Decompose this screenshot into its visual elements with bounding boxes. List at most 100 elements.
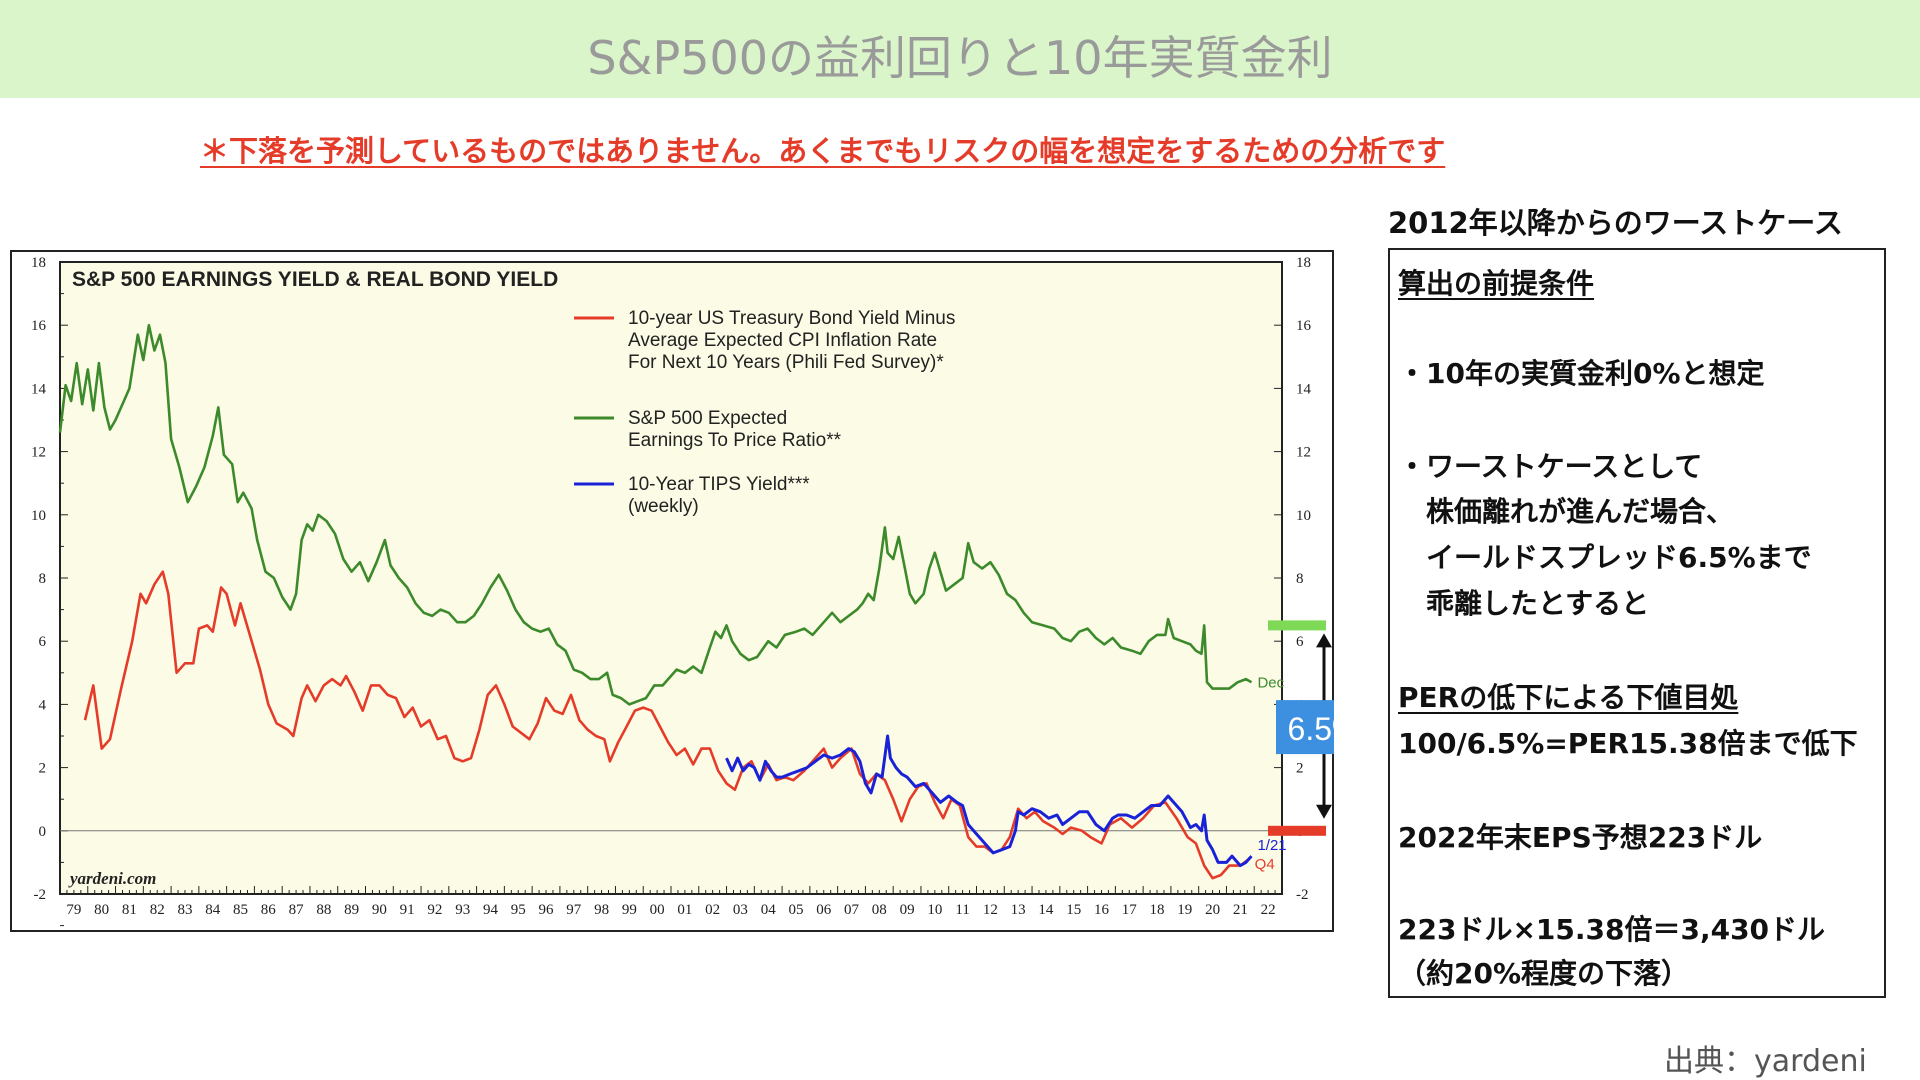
y-tick-label-right: 14 [1296,381,1312,397]
legend-label: Average Expected CPI Inflation Rate [628,330,937,351]
x-tick-label: 94 [483,902,499,918]
chart-title: S&P 500 EARNINGS YIELD & REAL BOND YIELD [72,268,558,291]
x-tick-label: 12 [983,902,998,918]
spread-label: 6.5% [1288,711,1334,747]
x-tick-label: 90 [372,902,387,918]
y-tick-label-left: -2 [34,887,47,903]
calc-line: 100/6.5%=PER15.38倍まで低下 [1398,727,1858,760]
x-tick-label: 02 [705,902,720,918]
end-label-red: Q4 [1255,856,1275,873]
plot-background [59,261,1283,895]
y-tick-label-right: 12 [1296,445,1311,461]
source-credit: 出典：yardeni [1664,1044,1867,1079]
y-tick-label-right: 2 [1296,761,1304,777]
x-tick-label: 19 [1177,902,1192,918]
y-tick-label-right: 6 [1296,634,1304,650]
x-tick-label: 04 [761,902,777,918]
legend-label: For Next 10 Years (Phili Fed Survey)* [628,352,944,373]
upper-marker [1268,620,1326,631]
y-tick-label-left: 14 [31,381,47,397]
x-tick-label: 95 [511,902,526,918]
y-tick-label-right: 8 [1296,571,1304,587]
legend-label: S&P 500 Expected [628,408,787,429]
x-tick-label: 16 [1094,902,1110,918]
assumptions-heading: 算出の前提条件 [1398,267,1595,300]
series-layer [58,323,1253,880]
legend-label: 10-year US Treasury Bond Yield Minus [628,308,955,329]
y-tick-label-left: 8 [39,571,47,587]
x-tick-label: 81 [122,902,137,918]
y-tick-label-left: 4 [39,697,47,713]
x-tick-label: 82 [150,902,165,918]
y-tick-label-left: 10 [31,508,46,524]
x-tick-label: 79 [66,902,81,918]
x-tick-label: 01 [677,902,692,918]
x-tick-label: 21 [1233,902,1248,918]
y-tick-label-left: 6 [39,634,47,650]
title-bar: S&P500の益利回りと10年実質金利 [0,0,1920,98]
x-tick-label: 84 [205,902,221,918]
x-tick-label: 83 [177,902,192,918]
x-tick-label: 87 [289,902,305,918]
x-tick-label: 10 [927,902,942,918]
x-tick-label: 05 [788,902,803,918]
x-tick-label: 80 [94,902,109,918]
legend-label: (weekly) [628,496,699,517]
x-tick-label: 96 [539,902,555,918]
x-tick-label: 89 [344,902,359,918]
calc-line: 223ドル×15.38倍＝3,430ドル [1398,913,1826,946]
assumption-line: ・ワーストケースとして [1398,450,1703,483]
x-tick-label: 15 [1066,902,1081,918]
x-tick-label: 93 [455,902,470,918]
y-tick-label-left: 0 [39,824,47,840]
assumption-line: 乖離したとすると [1398,587,1650,620]
x-tick-label: 03 [733,902,748,918]
spread-arrow-head-up [1316,633,1332,648]
target-heading: PERの低下による下値目処 [1398,681,1739,714]
series-line [83,570,1250,880]
sidebar-box: 算出の前提条件 ・10年の実質金利0%と想定 ・ワーストケースとして 株価離れが… [1388,248,1886,998]
x-tick-label: 08 [872,902,887,918]
y-tick-label-right: -2 [1296,887,1309,903]
legend-label: Earnings To Price Ratio** [628,430,842,451]
y-tick-label-left: 12 [31,445,46,461]
chart-svg: 181816161414121210108866442200-2-2798081… [31,255,1334,927]
x-tick-label: 13 [1011,902,1026,918]
x-tick-label: 06 [816,902,832,918]
series-line [58,323,1253,706]
x-tick-label: 17 [1122,902,1138,918]
x-tick-label: 14 [1038,902,1054,918]
x-tick-label: 99 [622,902,637,918]
x-tick-label: 18 [1150,902,1165,918]
end-label-green: Dec [1257,674,1284,691]
x-tick-label: 20 [1205,902,1220,918]
calc-line: 2022年末EPS予想223ドル [1398,821,1763,854]
disclaimer-text: ＊下落を予測しているものではありません。あくまでもリスクの幅を想定をするための分… [200,134,1446,168]
legend-label: 10-Year TIPS Yield*** [628,474,810,495]
assumption-line: イールドスプレッド6.5%まで [1398,541,1812,574]
x-tick-label: 07 [844,902,860,918]
chart-legend: 10-year US Treasury Bond Yield MinusAver… [574,308,955,517]
x-tick-label: 92 [427,902,442,918]
y-tick-label-right: 10 [1296,508,1311,524]
x-tick-label: 91 [400,902,415,918]
x-tick-label: 22 [1261,902,1276,918]
chart-frame: 181816161414121210108866442200-2-2798081… [10,250,1334,932]
y-tick-label-left: 16 [31,318,47,334]
assumption-line: 株価離れが進んだ場合、 [1398,495,1735,528]
y-tick-label-right: 16 [1296,318,1312,334]
assumption-line: ・10年の実質金利0%と想定 [1398,357,1765,390]
x-tick-label: 11 [955,902,969,918]
x-tick-label: 86 [261,902,277,918]
x-tick-label: 97 [566,902,582,918]
page-title: S&P500の益利回りと10年実質金利 [587,31,1333,85]
end-labels: Dec 1/21 Q4 [1255,674,1287,873]
spread-label-box [1276,700,1334,755]
end-label-blue: 1/21 [1257,837,1286,854]
chart-watermark: yardeni.com [68,869,156,888]
x-tick-label: 98 [594,902,609,918]
x-tick-label: 09 [900,902,915,918]
spread-annotation: 6.5% [1268,620,1334,836]
y-tick-label-left: 2 [39,761,47,777]
x-tick-label: 88 [316,902,331,918]
